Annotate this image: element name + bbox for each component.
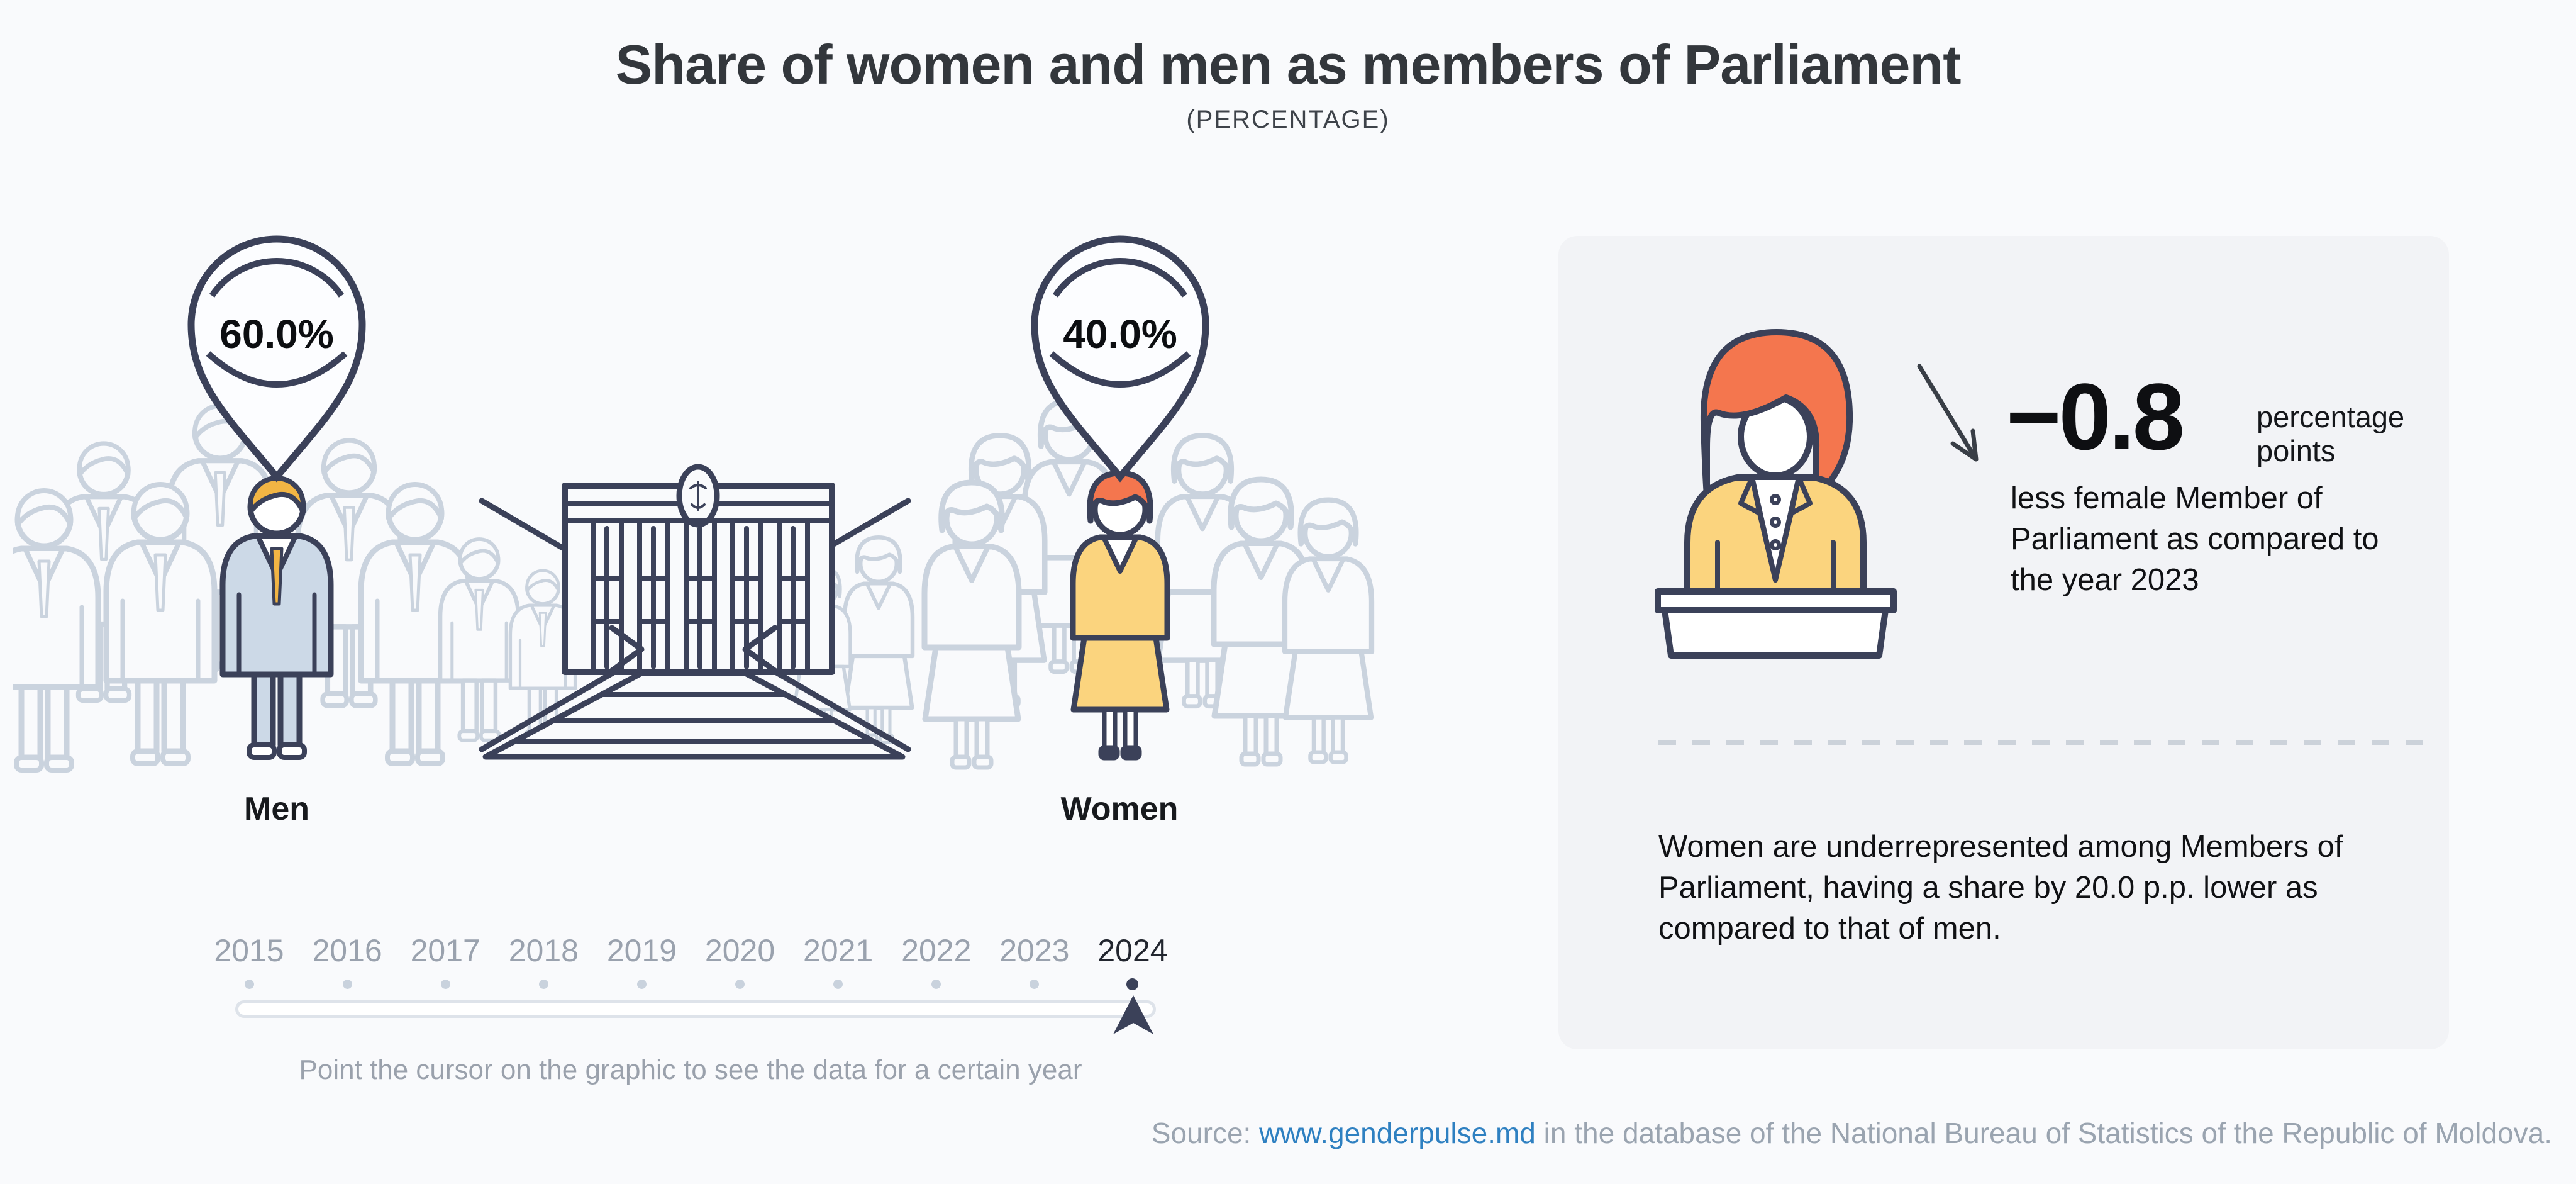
source-prefix: Source: bbox=[1151, 1117, 1260, 1149]
women-pin-value: 40.0% bbox=[1063, 311, 1177, 357]
timeline-year[interactable]: 2023 bbox=[999, 933, 1070, 968]
timeline-dot[interactable] bbox=[200, 976, 298, 991]
timeline-dot[interactable] bbox=[887, 976, 985, 991]
source-line: Source: www.genderpulse.md in the databa… bbox=[1152, 1116, 2552, 1150]
women-crowd[interactable] bbox=[794, 401, 1372, 768]
timeline-dot[interactable] bbox=[1084, 976, 1182, 991]
timeline-year[interactable]: 2020 bbox=[704, 933, 775, 968]
timeline-year[interactable]: 2017 bbox=[410, 933, 480, 968]
timeline-year[interactable]: 2018 bbox=[508, 933, 579, 968]
timeline-dot[interactable] bbox=[298, 976, 396, 991]
source-link[interactable]: www.genderpulse.md bbox=[1259, 1117, 1536, 1149]
timeline-year[interactable]: 2019 bbox=[606, 933, 677, 968]
timeline-track[interactable] bbox=[235, 1000, 1156, 1018]
men-pin-value: 60.0% bbox=[219, 311, 334, 357]
woman-figure-icon bbox=[1285, 500, 1372, 762]
page-subtitle: (PERCENTAGE) bbox=[1186, 106, 1390, 133]
page-title: Share of women and men as members of Par… bbox=[615, 33, 1962, 96]
delta-description: less female Member of Parliament as comp… bbox=[2011, 481, 2379, 597]
timeline-dot[interactable] bbox=[985, 976, 1084, 991]
timeline-hint: Point the cursor on the graphic to see t… bbox=[299, 1054, 1082, 1085]
woman-at-podium-icon bbox=[1655, 329, 1897, 659]
dashed-divider bbox=[1658, 740, 2440, 745]
timeline-year[interactable]: 2021 bbox=[803, 933, 874, 968]
timeline-dot[interactable] bbox=[592, 976, 691, 991]
woman-figure-icon bbox=[845, 537, 913, 743]
timeline-year[interactable]: 2015 bbox=[214, 933, 284, 968]
delta-unit: percentage points bbox=[2257, 400, 2405, 467]
timeline-dot[interactable] bbox=[789, 976, 887, 991]
parliament-share-graphic[interactable] bbox=[13, 233, 1396, 843]
timeline-dot[interactable] bbox=[691, 976, 789, 991]
timeline-year[interactable]: 2016 bbox=[312, 933, 382, 968]
women-label: Women bbox=[1060, 791, 1179, 827]
timeline-dot[interactable] bbox=[494, 976, 592, 991]
delta-value: −0.8 bbox=[2006, 364, 2185, 469]
parliament-building-icon bbox=[479, 464, 911, 760]
decrease-arrow-icon bbox=[1917, 364, 1979, 462]
timeline-years: 2015 2016 2017 2018 2019 2020 2021 2022 2023 2024 bbox=[200, 932, 1182, 969]
cursor-arrow-icon[interactable] bbox=[1106, 994, 1161, 1036]
source-suffix: in the database of the National Bureau o… bbox=[1535, 1117, 2552, 1149]
timeline-dots bbox=[200, 976, 1182, 991]
men-label: Men bbox=[244, 791, 309, 827]
insight-summary: Women are underrepresented among Members… bbox=[1658, 830, 2343, 946]
timeline-year[interactable]: 2022 bbox=[901, 933, 972, 968]
timeline-year[interactable]: 2024 bbox=[1097, 933, 1168, 968]
timeline-dot[interactable] bbox=[396, 976, 494, 991]
